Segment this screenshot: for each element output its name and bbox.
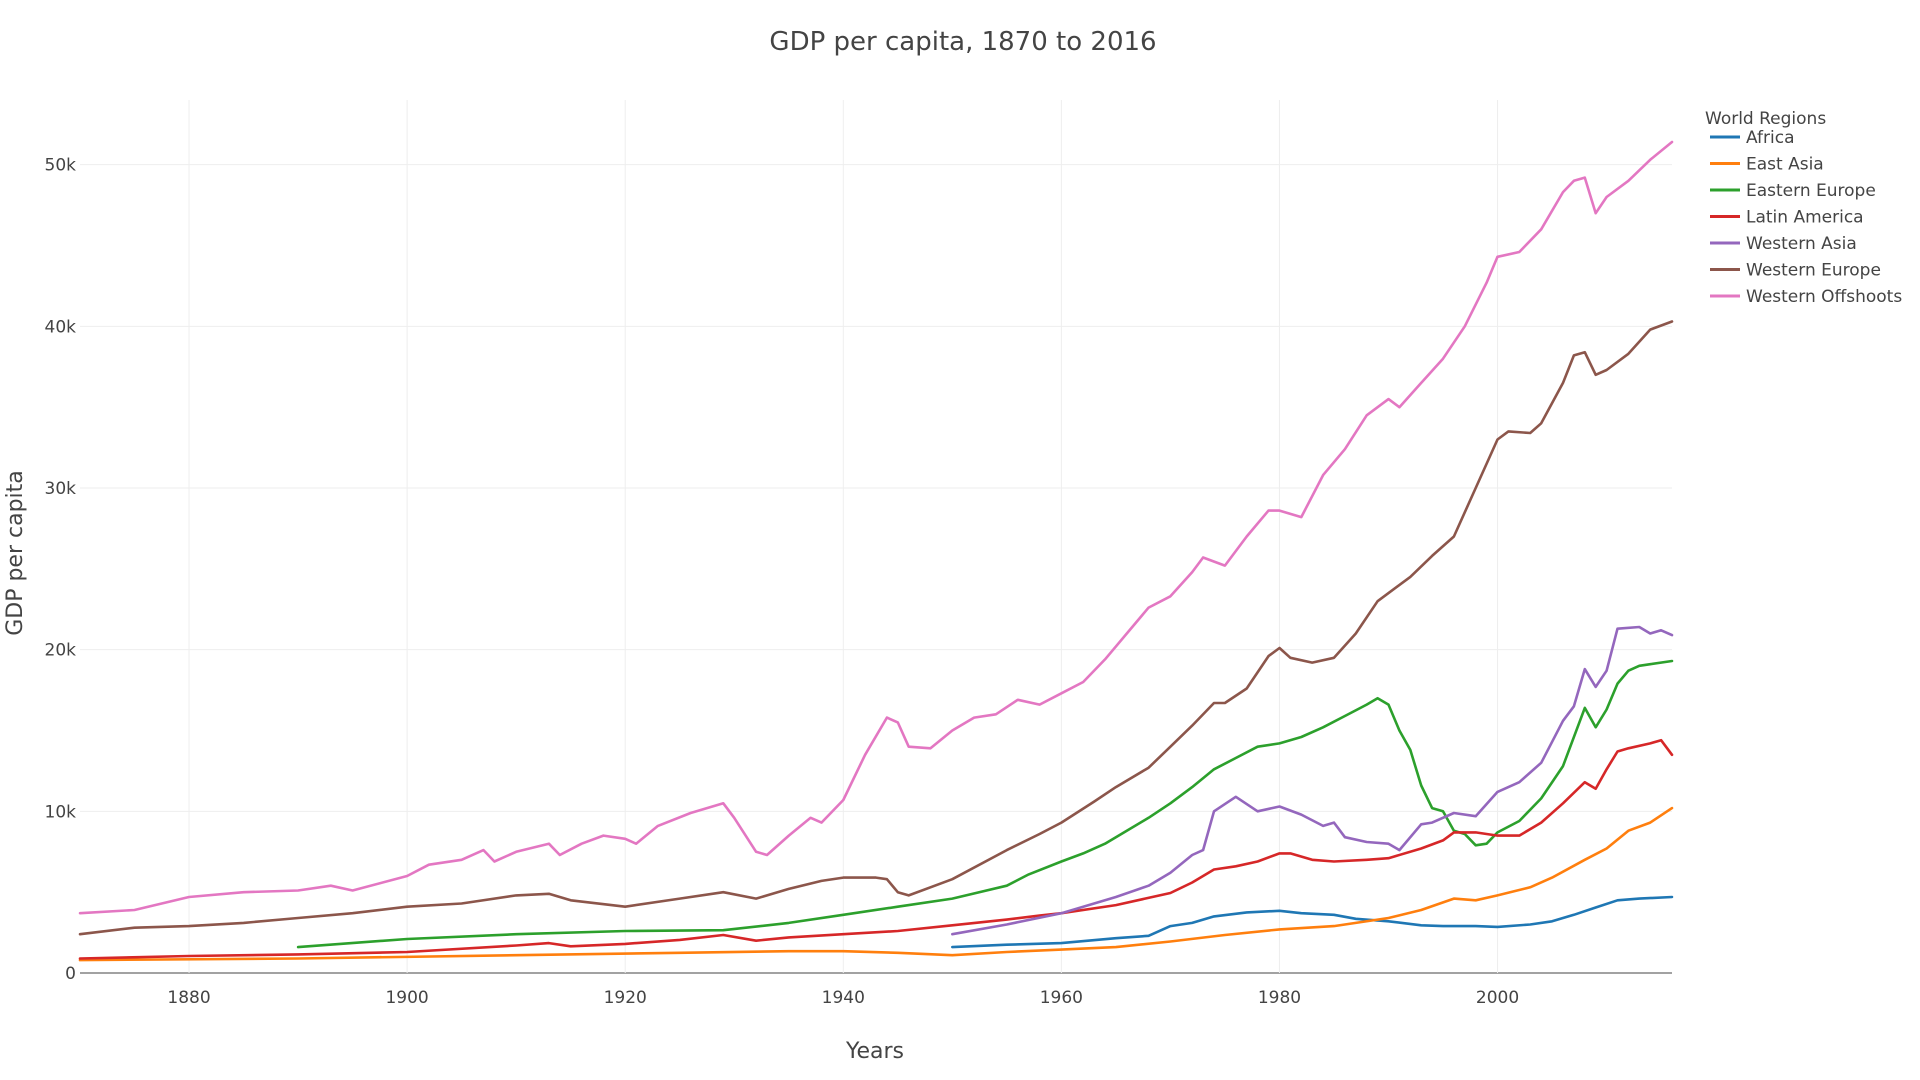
x-tick-label: 1920	[604, 988, 647, 1008]
y-tick-label: 40k	[45, 317, 77, 337]
legend-label: Western Asia	[1746, 234, 1857, 254]
legend-label: East Asia	[1746, 155, 1824, 175]
y-axis-ticks: 0 10k 20k 30k 40k 50k	[45, 156, 77, 984]
legend-label: Latin America	[1746, 208, 1864, 228]
legend-title: World Regions	[1705, 109, 1826, 129]
legend-item-eastern-europe[interactable]: Eastern Europe	[1710, 181, 1876, 201]
legend-label: Western Offshoots	[1746, 287, 1902, 307]
x-tick-label: 1980	[1258, 988, 1301, 1008]
legend-label: Eastern Europe	[1746, 181, 1876, 201]
x-tick-label: 2000	[1476, 988, 1519, 1008]
legend-item-western-asia[interactable]: Western Asia	[1710, 234, 1857, 254]
series-line-east-asia[interactable]	[78, 806, 1674, 962]
x-tick-label: 1960	[1040, 988, 1083, 1008]
y-tick-label: 0	[65, 964, 76, 984]
series-line-western-europe[interactable]	[78, 320, 1674, 936]
legend-item-western-europe[interactable]: Western Europe	[1710, 261, 1881, 281]
x-axis-ticks: 1880 1900 1920 1940 1960 1980 2000	[167, 988, 1519, 1008]
y-tick-label: 10k	[45, 802, 77, 822]
y-tick-label: 30k	[45, 479, 77, 499]
series-line-eastern-europe[interactable]	[296, 659, 1674, 949]
legend-items: Africa East Asia Eastern Europe Latin Ameri…	[1710, 128, 1902, 307]
grid-lines	[80, 100, 1672, 974]
legend-item-western-offshoots[interactable]: Western Offshoots	[1710, 287, 1902, 307]
legend-item-east-asia[interactable]: East Asia	[1710, 155, 1824, 175]
legend-item-latin-america[interactable]: Latin America	[1710, 208, 1864, 228]
legend-item-africa[interactable]: Africa	[1710, 128, 1795, 148]
series-line-western-offshoots[interactable]	[78, 140, 1674, 915]
legend-label: Western Europe	[1746, 261, 1881, 281]
y-tick-label: 20k	[45, 641, 77, 661]
x-axis-title: Years	[845, 1039, 904, 1064]
x-tick-label: 1880	[167, 988, 210, 1008]
y-tick-label: 50k	[45, 156, 77, 176]
x-tick-label: 1940	[822, 988, 865, 1008]
legend-label: Africa	[1746, 128, 1795, 148]
plot-area[interactable]	[78, 140, 1674, 962]
chart-title: GDP per capita, 1870 to 2016	[769, 27, 1156, 57]
y-axis-title: GDP per capita	[3, 470, 28, 636]
series-line-latin-america[interactable]	[78, 738, 1674, 960]
series-line-western-asia[interactable]	[951, 625, 1674, 936]
x-tick-label: 1900	[385, 988, 428, 1008]
legend: World Regions Africa East Asia Eastern Eur…	[1705, 109, 1902, 307]
series-line-africa[interactable]	[951, 895, 1674, 949]
